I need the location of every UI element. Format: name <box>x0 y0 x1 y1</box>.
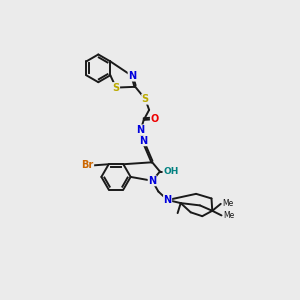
Text: OH: OH <box>163 167 178 176</box>
Text: O: O <box>150 114 159 124</box>
Text: N: N <box>128 71 136 81</box>
Text: N: N <box>139 136 147 146</box>
Text: S: S <box>142 94 149 104</box>
Text: N: N <box>136 125 145 135</box>
Text: Me: Me <box>223 211 234 220</box>
Text: S: S <box>112 82 120 93</box>
Text: N: N <box>148 176 156 186</box>
Text: Br: Br <box>81 160 94 170</box>
Text: N: N <box>164 195 172 205</box>
Text: Me: Me <box>222 200 233 208</box>
